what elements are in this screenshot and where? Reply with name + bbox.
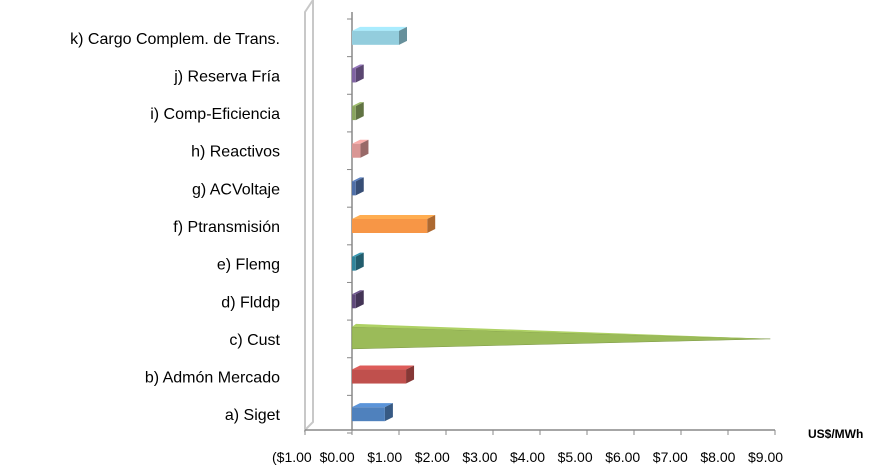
bar-front <box>351 326 771 350</box>
bar-h-reactivos <box>352 139 369 158</box>
bar-top <box>352 64 364 69</box>
bar-front <box>352 256 356 271</box>
category-label: h) Reactivos <box>191 144 280 161</box>
bar-top <box>352 102 364 107</box>
category-label: g) ACVoltaje <box>192 181 280 198</box>
bar-front <box>352 68 356 83</box>
bar-c-cust <box>351 323 771 350</box>
bar-i-comp-eficiencia <box>352 102 364 121</box>
category-label: d) Flddp <box>221 294 280 311</box>
back-wall-panel <box>304 0 314 433</box>
bar-top <box>352 290 364 295</box>
bar-b-admon-mercado <box>352 365 415 384</box>
category-label: j) Reserva Fría <box>173 68 280 85</box>
bar-top <box>352 403 393 408</box>
x-tick-label: $4.00 <box>510 449 545 465</box>
x-tick-label: $2.00 <box>415 449 450 465</box>
x-tick-label: $3.00 <box>462 449 497 465</box>
x-axis-unit-label: US$/MWh <box>808 427 863 441</box>
category-label: k) Cargo Complem. de Trans. <box>70 31 280 48</box>
x-tick-label: $8.00 <box>700 449 735 465</box>
x-tick-label: $0.00 <box>320 449 355 465</box>
bar-side <box>355 252 364 271</box>
category-label: b) Admón Mercado <box>145 370 280 387</box>
bar-top <box>352 26 407 31</box>
bar-front <box>352 219 428 233</box>
x-tick-label: $9.00 <box>748 449 783 465</box>
category-label: f) Ptransmisión <box>173 219 280 236</box>
x-tick-label: ($1.00 <box>272 449 312 465</box>
x-tick-label: $5.00 <box>558 449 593 465</box>
bar-front <box>352 181 356 196</box>
bar-d-flddp <box>352 290 364 309</box>
x-tick-labels: ($1.00 $0.00 $1.00 $2.00 $3.00 $4.00 $5.00 $6.0… <box>272 449 783 465</box>
x-tick-label: $6.00 <box>605 449 640 465</box>
bar-side <box>360 139 369 158</box>
bar-top <box>352 365 415 370</box>
x-tick-label: $1.00 <box>367 449 402 465</box>
bar-side <box>355 64 364 83</box>
bar-a-siget <box>352 403 393 422</box>
bar-side <box>384 403 393 422</box>
chart-back-wall <box>304 0 314 433</box>
bar-top <box>352 252 364 257</box>
bar-top <box>352 215 436 219</box>
category-labels: a) Siget b) Admón Mercado c) Cust d) Flddp e… <box>70 31 280 424</box>
bar-front <box>352 30 399 45</box>
category-label: i) Comp-Eficiencia <box>150 106 280 123</box>
bar-j-reserva-fria <box>352 64 364 83</box>
bar-front <box>352 294 356 309</box>
bar-top <box>352 323 771 339</box>
bar-side <box>406 365 415 384</box>
bar-front <box>352 369 407 384</box>
bar-side <box>355 102 364 121</box>
bar-top <box>352 177 364 182</box>
bar-side <box>355 290 364 309</box>
bar-front <box>352 106 356 121</box>
bar-front <box>352 407 385 422</box>
bar-side <box>427 215 436 233</box>
bar-front <box>352 143 361 158</box>
bar-g-acvoltaje <box>352 177 364 196</box>
bar-side <box>399 26 407 45</box>
bar-e-flemg <box>352 252 364 271</box>
bar-side <box>355 177 364 196</box>
bar-f-ptransmision <box>352 215 436 233</box>
category-label: c) Cust <box>229 332 280 349</box>
x-tick-label: $7.00 <box>653 449 688 465</box>
category-label: a) Siget <box>225 407 281 424</box>
bar-k-cargo-complem-de-trans <box>352 26 407 45</box>
bar-top <box>352 139 369 144</box>
chart-bars <box>351 26 771 422</box>
category-label: e) Flemg <box>217 257 280 274</box>
